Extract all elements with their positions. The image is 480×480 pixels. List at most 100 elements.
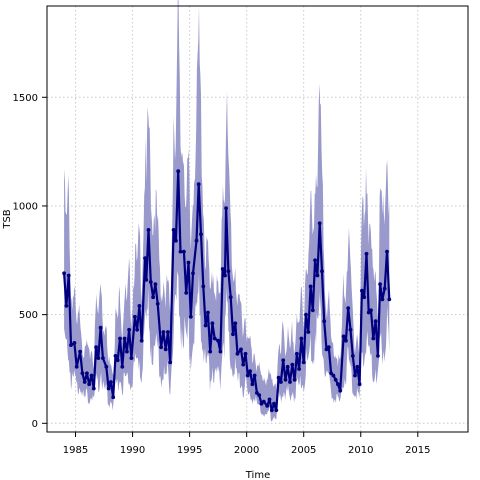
data-point <box>188 314 193 319</box>
data-point <box>62 271 66 276</box>
data-point <box>292 377 297 382</box>
x-axis-title: Time <box>245 470 270 480</box>
data-point <box>82 380 87 384</box>
data-point <box>182 249 186 254</box>
data-point <box>137 304 142 308</box>
data-point <box>69 343 73 347</box>
data-point <box>85 371 89 376</box>
x-tick-label: 2015 <box>405 445 430 456</box>
y-tick-label: 500 <box>19 310 38 321</box>
data-point <box>378 282 382 287</box>
data-point <box>274 408 279 413</box>
data-point <box>239 347 243 352</box>
data-point <box>341 334 346 339</box>
data-point <box>301 360 306 365</box>
data-point <box>333 377 338 382</box>
plot-frame <box>46 5 469 433</box>
y-tick-label: 1000 <box>13 201 38 212</box>
data-point <box>115 358 120 363</box>
data-point <box>267 397 272 402</box>
x-axis-ticks: 1985 1990 1995 2000 2005 2010 2015 <box>63 432 431 456</box>
data-point <box>208 349 213 354</box>
data-point <box>186 260 191 265</box>
data-point <box>279 380 283 384</box>
data-point <box>78 349 82 354</box>
data-point <box>196 182 201 187</box>
data-point <box>233 321 238 326</box>
data-point <box>265 404 270 408</box>
y-axis-ticks: 0 500 1000 1500 <box>13 93 47 430</box>
data-point <box>252 373 257 378</box>
data-point <box>357 382 362 387</box>
data-point <box>371 336 376 341</box>
data-point <box>216 338 221 343</box>
data-point <box>87 382 92 387</box>
x-tick-label: 2010 <box>348 445 373 456</box>
data-point <box>139 338 144 343</box>
data-point <box>382 286 387 291</box>
data-point <box>94 345 98 350</box>
data-point <box>315 273 320 278</box>
data-point <box>168 360 173 365</box>
data-point <box>250 382 255 387</box>
x-tick-label: 1995 <box>177 445 202 456</box>
data-point <box>111 395 116 400</box>
data-point <box>285 364 290 369</box>
data-point <box>326 345 331 350</box>
data-point <box>125 349 129 354</box>
data-point <box>203 323 208 328</box>
data-point <box>243 351 248 356</box>
data-point <box>235 351 240 356</box>
x-tick-label: 1985 <box>63 445 88 456</box>
data-point <box>155 301 160 306</box>
data-point <box>210 321 215 326</box>
data-point <box>317 221 322 226</box>
data-point <box>64 304 69 308</box>
data-point <box>350 354 355 358</box>
data-point <box>161 330 166 334</box>
data-point <box>96 356 101 360</box>
data-point <box>380 297 385 302</box>
data-point <box>194 238 199 243</box>
data-point <box>98 325 103 330</box>
data-point <box>257 393 262 397</box>
data-point <box>348 327 353 332</box>
data-point <box>206 310 210 315</box>
data-point <box>369 308 373 313</box>
data-point <box>127 327 131 332</box>
data-point <box>306 330 311 334</box>
data-point <box>74 364 79 369</box>
data-point <box>184 291 189 295</box>
data-point <box>241 362 246 367</box>
data-point <box>320 269 324 274</box>
data-point <box>385 249 389 254</box>
data-point <box>355 364 360 369</box>
series-points <box>62 169 392 413</box>
data-point <box>133 314 137 319</box>
data-point <box>104 364 109 369</box>
data-point <box>281 358 286 363</box>
data-point <box>353 373 357 378</box>
data-point <box>322 319 327 324</box>
data-point <box>72 341 77 345</box>
data-point <box>174 238 178 243</box>
data-point <box>163 347 168 352</box>
data-point <box>373 319 378 324</box>
data-point <box>290 362 295 367</box>
y-tick-label: 0 <box>32 419 38 430</box>
data-point <box>166 330 170 334</box>
data-point <box>336 382 340 387</box>
data-point <box>91 386 96 391</box>
data-point <box>308 284 313 289</box>
data-point <box>387 297 392 302</box>
data-point <box>146 228 151 232</box>
data-point <box>261 399 266 404</box>
data-point <box>106 386 111 391</box>
data-point <box>113 354 118 358</box>
data-point <box>228 295 233 300</box>
data-point <box>245 373 250 378</box>
data-point <box>143 256 148 260</box>
data-point <box>272 401 276 406</box>
data-point <box>226 269 231 274</box>
data-point <box>109 380 113 384</box>
